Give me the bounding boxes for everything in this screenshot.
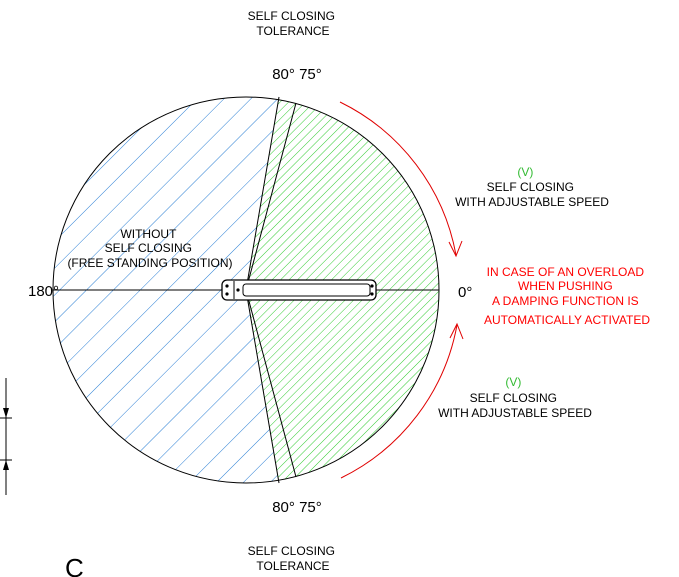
bottom-tolerance-label: SELF CLOSING TOLERANCE [248,544,339,573]
door-hinge [221,279,377,301]
tolerance-line-80-top [245,96,280,291]
overload-warning-label: IN CASE OF AN OVERLOAD WHEN PUSHING A DA… [484,265,650,327]
top-tolerance-label: SELF CLOSING TOLERANCE [248,9,339,38]
lower-closing-arrow [340,322,464,479]
tolerance-line-80-bottom [245,289,280,484]
upper-zone-label: (V) SELF CLOSING WITH ADJUSTABLE SPEED [455,165,609,209]
corner-glyph: C [65,553,84,577]
tolerance-line-75-bottom [245,289,297,478]
left-angle-label: 180° [28,283,59,300]
dimension-marker [0,378,12,495]
free-standing-label: WITHOUT SELF CLOSING (FREE STANDING POSI… [67,227,232,270]
lower-zone-label: (V) SELF CLOSING WITH ADJUSTABLE SPEED [438,375,592,420]
bottom-angle-label: 80° 75° [272,499,322,516]
right-angle-label: 0° [458,284,472,301]
tolerance-line-75-top [245,102,297,291]
top-angle-label: 80° 75° [272,66,322,83]
upper-closing-arrow [339,101,463,258]
